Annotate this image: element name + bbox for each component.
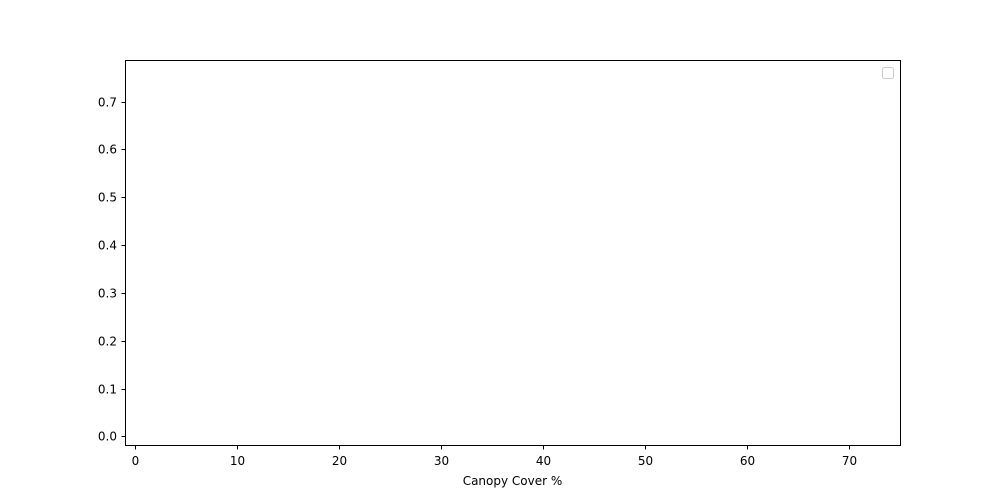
x-tick-label: 20 — [332, 454, 347, 468]
legend-box — [882, 67, 894, 79]
x-tick-label: 70 — [842, 454, 857, 468]
y-tick-label: 0.3 — [98, 287, 117, 301]
x-axis-label: Canopy Cover % — [463, 474, 563, 488]
x-tick-label: 50 — [638, 454, 653, 468]
y-tick-label: 0.7 — [98, 96, 117, 110]
plot-frame — [125, 60, 901, 446]
y-tick-label: 0.4 — [98, 239, 117, 253]
x-axis: 0 10 20 30 40 50 60 70 — [132, 445, 857, 468]
x-tick-label: 60 — [740, 454, 755, 468]
x-tick-label: 0 — [132, 454, 140, 468]
y-tick-label: 0.6 — [98, 143, 117, 157]
legend — [882, 67, 894, 79]
x-tick-label: 30 — [434, 454, 449, 468]
y-tick-label: 0.2 — [98, 335, 117, 349]
x-tick-label: 40 — [536, 454, 551, 468]
x-tick-label: 10 — [230, 454, 245, 468]
y-tick-label: 0.1 — [98, 383, 117, 397]
y-axis: 0.0 0.1 0.2 0.3 0.4 0.5 0.6 0.7 — [98, 96, 126, 444]
y-tick-label: 0.0 — [98, 430, 117, 444]
y-tick-label: 0.5 — [98, 191, 117, 205]
